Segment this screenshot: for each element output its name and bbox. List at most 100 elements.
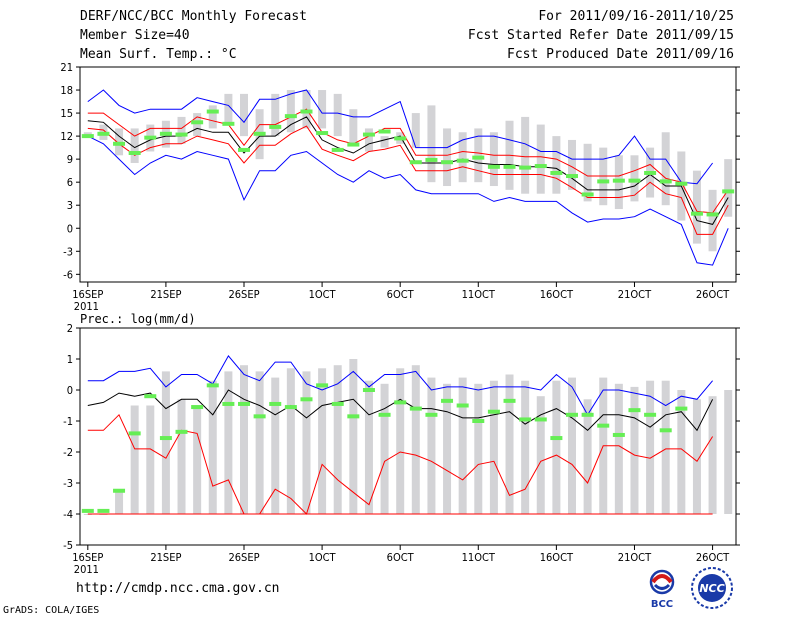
prec-x-tick-label: 26OCT: [696, 551, 730, 564]
temp-member-marker: [175, 132, 188, 137]
temp-spread-box: [177, 116, 186, 144]
prec-x-tick-label: 21OCT: [618, 551, 652, 564]
temp-member-marker: [659, 179, 672, 184]
prec-member-marker: [316, 383, 329, 388]
temp-member-marker: [331, 147, 344, 152]
temp-y-tick-label: 3: [67, 199, 73, 212]
prec-member-marker: [378, 412, 391, 417]
prec-member-marker: [597, 423, 610, 428]
temp-member-marker: [113, 141, 126, 146]
temp-member-marker: [644, 170, 657, 175]
prec-spread-box: [333, 365, 342, 514]
temp-spread-box: [583, 143, 592, 202]
prec-member-marker: [659, 428, 672, 433]
prec-member-marker: [472, 419, 485, 423]
prec-spread-box: [302, 371, 311, 514]
forecast-period: For 2011/09/16-2011/10/25: [538, 9, 734, 24]
prec-member-marker: [644, 412, 657, 417]
temp-series-ensemble-mean: [87, 116, 729, 225]
prec-member-marker: [487, 409, 500, 414]
prec-member-marker: [456, 403, 469, 408]
prec-spread-box: [130, 405, 139, 514]
prec-member-marker: [97, 508, 110, 513]
prec-series-member-max: [87, 355, 713, 416]
temp-x-tick-label: 1OCT: [309, 288, 337, 301]
prec-member-marker: [128, 431, 141, 436]
prec-y-tick-label: -5: [63, 539, 73, 552]
temp-member-marker: [144, 135, 157, 140]
prec-x-tick-label: 6OCT: [387, 551, 415, 564]
temp-spread-box: [568, 139, 576, 190]
prec-member-marker: [175, 429, 188, 434]
prec-spread-box: [724, 390, 733, 514]
prec-member-marker: [269, 401, 282, 406]
temp-spread-box: [208, 105, 217, 129]
temp-spread-box: [286, 90, 295, 133]
temp-member-marker: [581, 192, 594, 197]
prec-spread-box: [318, 368, 327, 514]
temp-member-marker: [519, 165, 532, 170]
temp-spread-box: [630, 155, 639, 202]
temp-x-tick-label: 21OCT: [618, 288, 652, 301]
temp-member-marker: [394, 136, 407, 141]
prec-member-marker: [113, 488, 126, 493]
prec-spread-box: [677, 390, 686, 514]
temp-member-marker: [378, 129, 391, 134]
temp-y-tick-label: 12: [60, 130, 73, 143]
prec-y-tick-label: -2: [63, 446, 73, 459]
prec-spread-box: [661, 380, 670, 514]
temp-spread-box: [271, 93, 280, 137]
temp-spread-box: [443, 128, 452, 187]
prec-member-marker: [362, 388, 375, 392]
prec-y-tick-label: -4: [63, 508, 73, 521]
temp-series-member-min: [87, 135, 729, 266]
prec-spread-box: [115, 489, 124, 514]
prec-member-marker: [347, 414, 360, 419]
temp-member-marker: [253, 131, 266, 136]
temp-member-marker: [97, 131, 110, 136]
prec-y-tick-label: -3: [63, 477, 73, 490]
temp-member-marker: [425, 157, 438, 162]
temp-y-tick-label: 18: [60, 84, 73, 97]
temp-member-marker: [222, 121, 235, 126]
prec-x-tick-label: 26SEP: [228, 551, 259, 564]
prec-x-tick-label: 16OCT: [540, 551, 574, 564]
temp-member-marker: [441, 160, 454, 165]
temp-member-marker: [300, 109, 313, 114]
grads-credit: GrADS: COLA/IGES: [3, 605, 100, 616]
temp-member-marker: [206, 109, 219, 114]
temp-spread-box: [224, 93, 233, 125]
temp-y-tick-label: 0: [67, 222, 73, 235]
source-url[interactable]: http://cmdp.ncc.cma.gov.cn: [76, 581, 280, 596]
temp-spread-box: [474, 128, 483, 183]
prec-y-tick-label: 1: [67, 353, 73, 366]
temp-x-tick-label: 6OCT: [387, 288, 415, 301]
prec-spread-box: [646, 380, 655, 514]
temp-spread-box: [552, 136, 561, 194]
temp-member-marker: [472, 155, 485, 160]
temp-y-tick-label: 15: [60, 107, 73, 120]
prec-spread-box: [568, 377, 576, 514]
prec-spread-box: [708, 396, 717, 514]
prec-y-tick-label: 2: [67, 322, 73, 335]
temp-series-mean-spread: [87, 125, 729, 235]
prec-x-tick-label: 16SEP: [72, 551, 103, 564]
prec-series-ensemble-mean: [87, 389, 714, 432]
temp-member-marker: [409, 160, 422, 165]
temp-x-tick-label: 21SEP: [150, 288, 181, 301]
prec-spread-box: [427, 377, 436, 514]
prec-spread-box: [396, 368, 405, 514]
prec-member-marker: [628, 408, 641, 413]
temp-series-mean-spread: [87, 108, 729, 214]
temp-x-tick-label: 26SEP: [228, 288, 259, 301]
prec-spread-box: [583, 399, 592, 514]
temp-spread-box: [333, 93, 342, 137]
member-size-label: Member Size=40: [80, 28, 190, 43]
prec-member-marker: [675, 406, 688, 411]
prec-member-marker: [503, 398, 516, 403]
temp-series-member-max: [87, 89, 713, 185]
temp-spread-box: [489, 132, 498, 187]
temp-spread-box: [318, 90, 327, 129]
prec-member-marker: [253, 414, 266, 419]
